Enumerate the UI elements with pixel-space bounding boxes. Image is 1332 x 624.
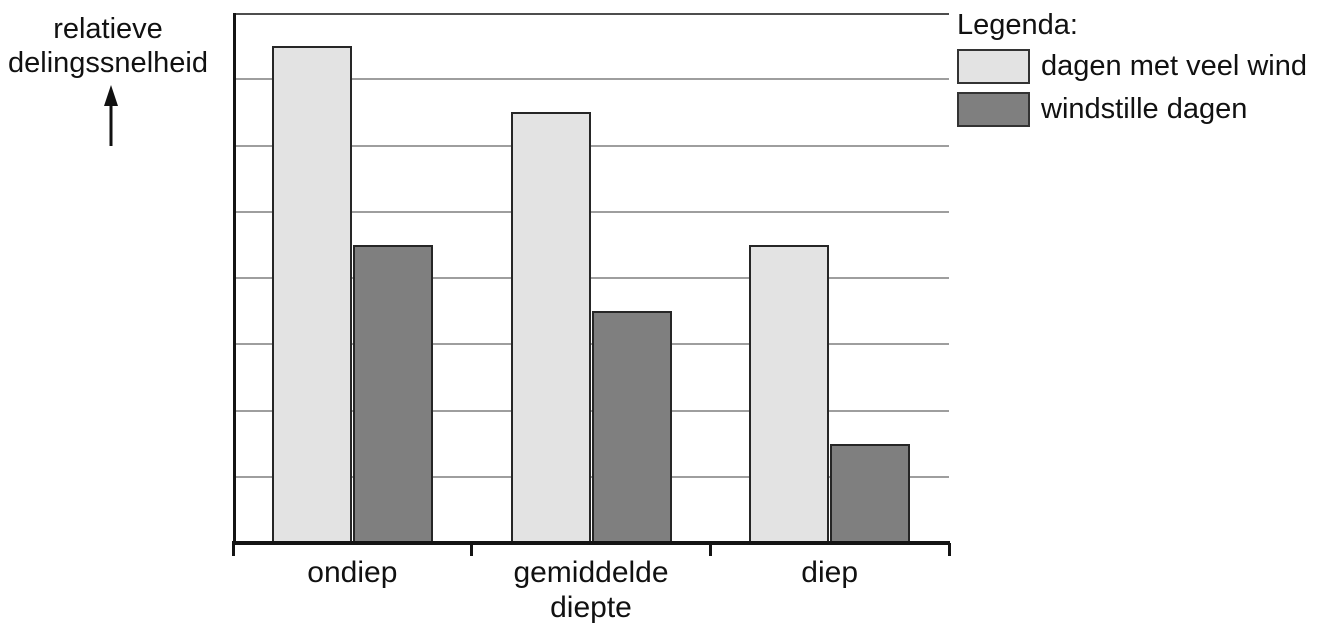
gridline — [235, 277, 949, 279]
bar-veel-wind-gemiddelde-diepte — [510, 112, 591, 543]
bar-windstille-dagen-ondiep — [352, 245, 433, 543]
bar-veel-wind-ondiep — [271, 46, 352, 543]
y-axis-label-line-1: relatieve — [53, 13, 163, 45]
x-axis-tick — [470, 543, 474, 556]
x-axis-tick — [947, 543, 951, 556]
x-axis-tick — [231, 543, 235, 556]
up-arrow-icon — [104, 85, 118, 146]
x-category-label-diep: diep — [801, 556, 859, 589]
bar-veel-wind-diep — [749, 245, 830, 543]
legend-item-windstille-dagen: windstille dagen — [957, 92, 1307, 127]
x-category-label-gemiddelde-diepte: gemiddelde diepte — [513, 556, 669, 624]
x-axis-tick — [708, 543, 712, 556]
legend-label-veel-wind: dagen met veel wind — [1041, 50, 1307, 82]
x-category-label-ondiep: ondiep — [307, 556, 398, 589]
gridline — [235, 144, 949, 147]
legend-swatch-veel-wind — [957, 49, 1030, 84]
legend: Legenda: dagen met veel wind windstille … — [957, 8, 1307, 135]
gridline — [235, 210, 949, 213]
y-axis-label: relatieve delingssnelheid — [0, 12, 216, 80]
plot-area: ondiep gemiddelde diepte diep — [231, 13, 951, 624]
plot-top-border — [233, 13, 949, 15]
y-axis-line — [233, 13, 236, 545]
legend-swatch-windstille-dagen — [957, 92, 1030, 127]
legend-title: Legenda: — [957, 9, 1078, 41]
legend-item-veel-wind: dagen met veel wind — [957, 49, 1307, 84]
bar-windstille-dagen-diep — [830, 444, 911, 543]
x-axis-line — [232, 541, 950, 545]
y-axis-label-line-2: delingssnelheid — [8, 47, 208, 79]
bar-windstille-dagen-gemiddelde-diepte — [591, 311, 672, 543]
legend-label-windstille-dagen: windstille dagen — [1041, 93, 1248, 125]
gridline — [235, 78, 949, 81]
